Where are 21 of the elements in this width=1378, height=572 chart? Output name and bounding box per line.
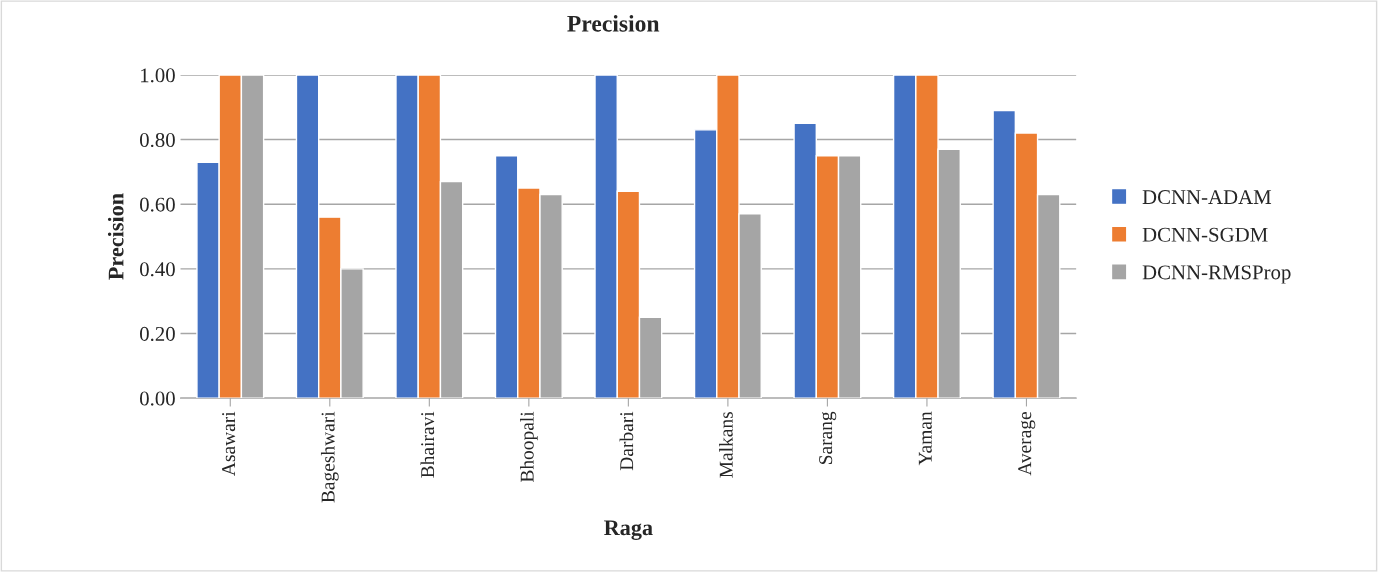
legend-label: DCNN-RMSProp: [1142, 265, 1291, 284]
x-tick-label: Darbari: [619, 411, 634, 471]
x-tick-label: Malkans: [719, 412, 733, 478]
x-tick-label: Bageshwari: [320, 411, 339, 503]
legend-label: DCNN-SGDM: [1142, 227, 1268, 242]
y-tick-label: 0.40: [139, 262, 175, 277]
x-tick-label: Bhairavi: [420, 411, 435, 478]
y-tick-label: 0.60: [139, 197, 175, 212]
y-tick-label: 0.00: [139, 391, 175, 406]
x-tick-label: Asawari: [222, 411, 236, 476]
x-tick-label: Yaman: [918, 411, 932, 466]
chart-title: Precision: [567, 15, 660, 32]
x-tick-label: Average: [1018, 411, 1036, 476]
legend-label: DCNN-ADAM: [1142, 190, 1272, 205]
y-axis-title: Precision: [107, 193, 124, 280]
x-tick-label: Sarang: [819, 411, 837, 464]
y-tick-label: 1.00: [141, 68, 175, 83]
x-tick-label: Bhoopali: [520, 411, 538, 483]
y-tick-label: 0.80: [139, 132, 175, 148]
y-tick-label: 0.20: [139, 326, 175, 341]
x-axis-title: Raga: [604, 520, 653, 540]
